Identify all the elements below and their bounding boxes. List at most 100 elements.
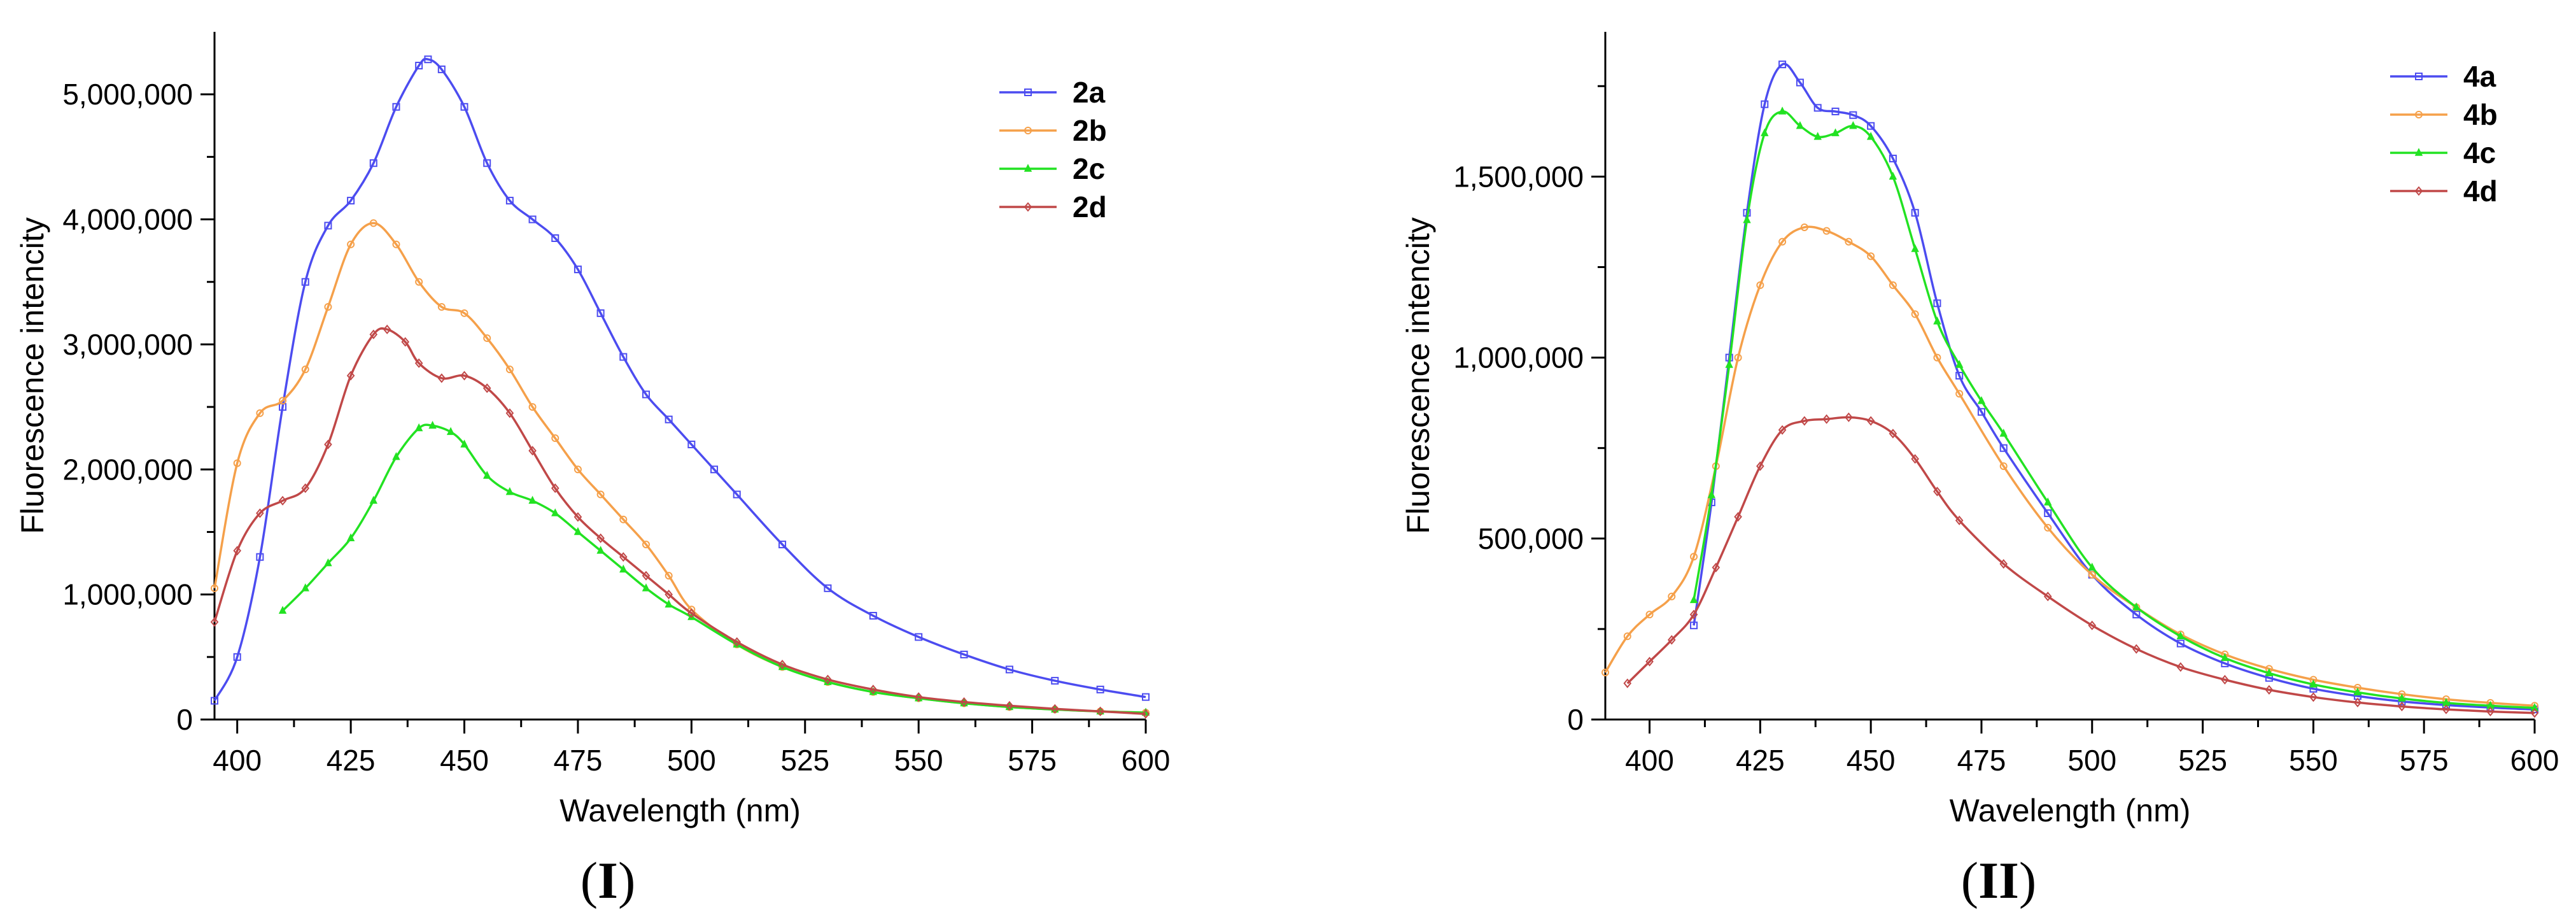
data-point-2d [301, 483, 310, 493]
series-line-4d [1626, 416, 2535, 714]
data-point-4c [2265, 668, 2274, 676]
data-point-2a [733, 490, 741, 499]
data-point-4d [1800, 416, 1809, 426]
data-point-4c [1796, 121, 1805, 129]
data-point-2d [346, 371, 355, 381]
data-point-4d [2486, 706, 2495, 717]
data-point-4d [1955, 515, 1964, 525]
x-tick-label: 550 [894, 744, 943, 777]
data-point-4a [1849, 111, 1857, 119]
data-point-4c [1813, 132, 1822, 140]
data-point-4d [2398, 701, 2406, 712]
x-tick-label: 450 [440, 744, 489, 777]
data-point-2d [824, 674, 832, 684]
data-point-4c [1999, 429, 2008, 437]
data-point-4a [1867, 122, 1875, 130]
data-point-4c [2530, 703, 2539, 711]
series-4a [1690, 60, 2538, 714]
data-point-2d [1005, 700, 1014, 711]
panel-label-i: (I) [581, 851, 636, 909]
data-point-2b [596, 490, 605, 499]
data-point-4b [1668, 592, 1676, 600]
data-point-4d [1933, 486, 1941, 497]
legend-marker-2d [1024, 202, 1032, 212]
data-point-4a [1999, 444, 2008, 452]
legend-marker-2c [1024, 164, 1032, 172]
data-point-2d [596, 533, 605, 543]
data-point-2b [369, 219, 377, 227]
data-point-2c [369, 495, 377, 504]
panel-label-ii-mark: II [1978, 851, 2019, 909]
data-point-2c [324, 558, 332, 567]
data-point-4d [1756, 461, 1764, 471]
data-point-2c [619, 564, 628, 573]
data-point-2c [428, 420, 437, 429]
data-point-4b [1911, 310, 1919, 318]
series-2b [211, 219, 1150, 717]
data-point-4c [2132, 602, 2141, 611]
data-point-4c [1933, 316, 1941, 325]
data-point-4d [2442, 704, 2451, 714]
data-point-2d [437, 373, 446, 383]
data-point-2d [1050, 704, 1059, 714]
data-point-2d [914, 692, 923, 702]
data-point-4a [1933, 299, 1941, 308]
data-point-4d [1822, 414, 1831, 424]
data-point-2d [528, 446, 537, 456]
data-point-2a [778, 541, 787, 549]
data-point-4c [1707, 490, 1716, 499]
legend-label-2c: 2c [1073, 152, 1105, 185]
data-point-4d [1911, 454, 1919, 464]
data-point-4d [2088, 620, 2097, 630]
y-tick-label: 500,000 [1478, 522, 1584, 555]
series-4b [1601, 223, 2538, 710]
data-point-4d [1645, 656, 1654, 667]
data-point-4a [1831, 108, 1840, 116]
data-point-4b [1933, 353, 1941, 362]
data-point-4b [1645, 611, 1654, 619]
series-line-2b [213, 222, 1146, 714]
data-point-2d [642, 571, 651, 581]
data-point-2a [211, 697, 218, 705]
x-tick-label: 575 [2400, 744, 2449, 777]
data-point-2d [869, 684, 878, 695]
data-point-2a [424, 55, 432, 64]
x-tick-label: 475 [554, 744, 603, 777]
data-point-4c [2221, 653, 2229, 662]
data-point-4a [2132, 611, 2141, 619]
data-point-2b [483, 334, 491, 343]
data-point-2a [710, 465, 719, 474]
data-point-2a [460, 103, 468, 111]
data-point-2d [414, 358, 423, 368]
data-point-4a [1690, 621, 1698, 630]
data-point-2d [210, 617, 219, 627]
data-point-4d [2221, 674, 2229, 685]
data-point-4b [1623, 632, 1631, 641]
y-tick-label: 4,000,000 [62, 203, 193, 236]
data-point-2b [324, 303, 332, 311]
data-point-2a [256, 553, 264, 561]
data-point-2d [383, 324, 391, 334]
panel-label-i-close: ) [618, 851, 635, 909]
data-point-4d [1999, 559, 2008, 569]
data-point-4b [1690, 553, 1698, 561]
data-point-2b [460, 309, 468, 317]
data-point-2c [278, 606, 287, 614]
x-tick-label: 450 [1847, 744, 1896, 777]
data-point-4d [1712, 562, 1721, 572]
data-point-2d [401, 337, 410, 347]
series-2d [210, 324, 1150, 719]
data-point-2d [778, 660, 787, 670]
data-point-4a [2176, 639, 2185, 648]
data-point-2a [369, 159, 377, 167]
data-point-2b [233, 459, 241, 467]
data-point-2c [574, 527, 582, 535]
chart-panel-ii: 400 425 450 475 500 525 550 575 600 0 500,000 1,000… [1400, 32, 2559, 828]
data-point-2c [596, 546, 605, 554]
data-point-4b [1867, 252, 1875, 260]
data-point-4a [1796, 78, 1804, 87]
data-point-4a [1813, 104, 1822, 112]
data-point-4c [1689, 595, 1698, 604]
data-point-2b [301, 365, 309, 374]
data-point-4d [2132, 644, 2141, 654]
